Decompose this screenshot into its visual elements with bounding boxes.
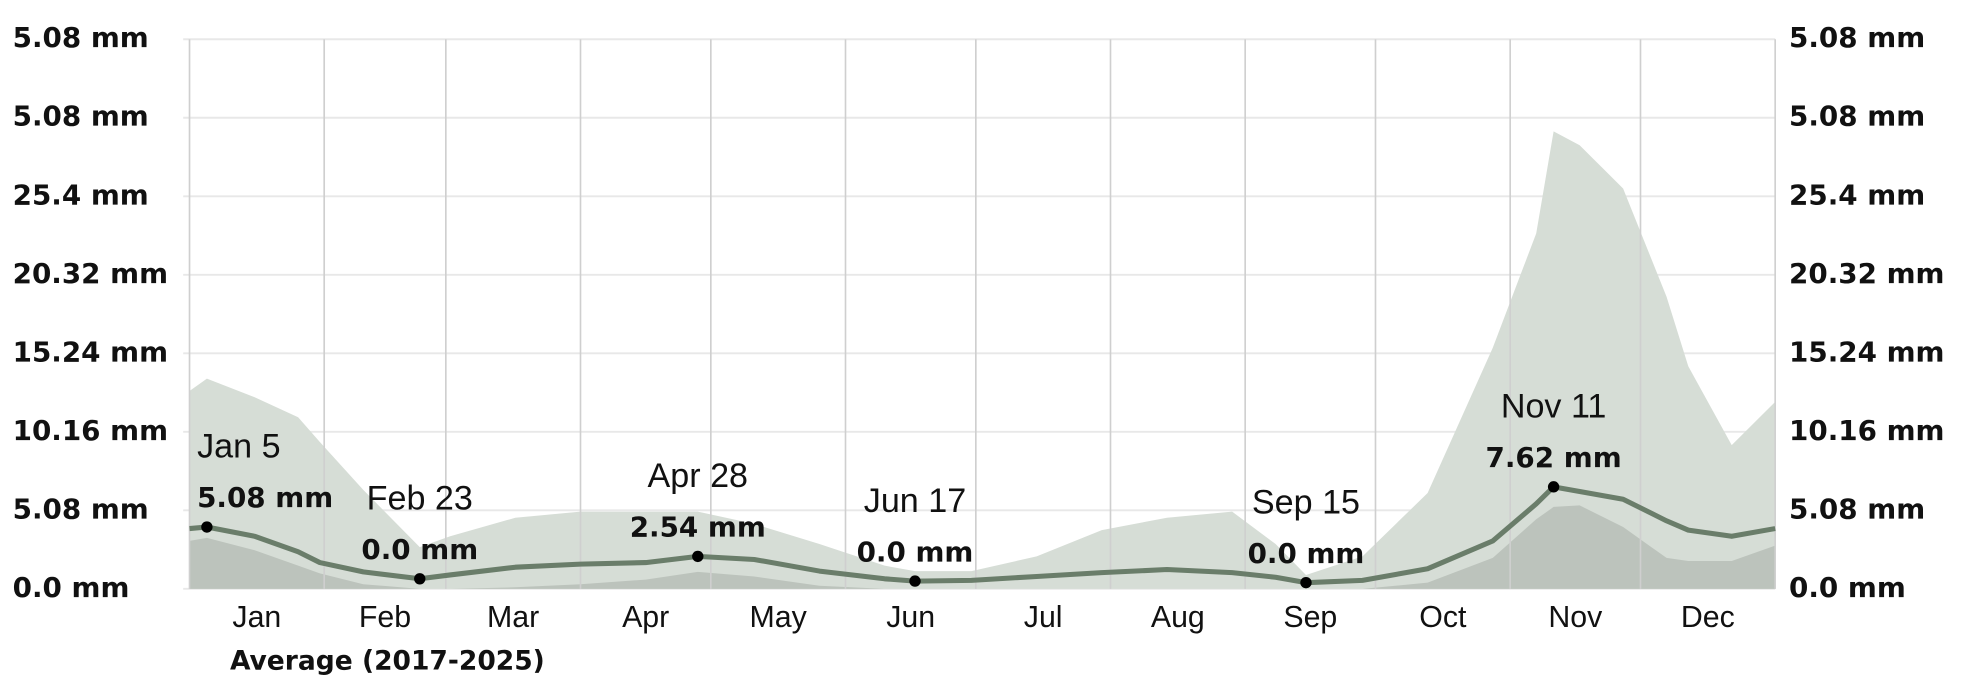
annotation-value: 0.0 mm xyxy=(857,535,974,568)
x-tick-label: Sep xyxy=(1283,601,1337,634)
annotation-date: Nov 11 xyxy=(1501,388,1607,426)
layer xyxy=(183,38,1776,590)
line xyxy=(189,484,1776,586)
highlight-dot xyxy=(201,521,213,533)
x-tick-label: Jun xyxy=(886,601,935,634)
highlight-dot xyxy=(1300,576,1312,589)
y2-tick-label: 15.24 mm xyxy=(1789,335,1944,368)
annotation-value: 0.0 mm xyxy=(1248,537,1365,570)
x-tick-label: Jan xyxy=(232,601,281,634)
y-tick-label: 5.08 mm xyxy=(13,492,149,525)
x-tick-label: Dec xyxy=(1681,601,1735,634)
x-tick-label: Feb xyxy=(359,601,411,634)
footer: Average (2017-2025) xyxy=(230,646,545,677)
y-tick-label: 15.24 mm xyxy=(13,335,168,368)
area xyxy=(189,505,1776,589)
y2-tick-label: 10.16 mm xyxy=(1789,414,1944,447)
x-tick-label: Jul xyxy=(1024,601,1063,634)
y-tick-label: 20.32 mm xyxy=(13,257,168,290)
annotation-date: Jun 17 xyxy=(864,482,966,520)
annotation-value: 7.62 mm xyxy=(1486,441,1622,474)
highlight-dot xyxy=(909,575,921,587)
highlight-dot xyxy=(692,550,704,563)
y2-tick-label: 5.08 mm xyxy=(1789,492,1925,525)
layer xyxy=(188,39,1776,589)
annotation-date: Sep 15 xyxy=(1252,483,1360,521)
x-tick-label: Nov xyxy=(1548,601,1603,634)
annotation-value: 0.0 mm xyxy=(361,533,478,566)
highlight-dot xyxy=(1547,481,1560,493)
annotation-value: 5.08 mm xyxy=(197,481,333,514)
y2-tick-label: 20.32 mm xyxy=(1789,257,1944,290)
annotation-date: Apr 28 xyxy=(648,457,749,495)
x-tick-label: Aug xyxy=(1151,601,1205,634)
y2-tick-label: 5.08 mm xyxy=(1789,100,1925,133)
y-tick-label: 5.08 mm xyxy=(13,100,149,133)
x-tick-label: Apr xyxy=(622,601,669,634)
y2-tick-label: 25.4 mm xyxy=(1789,178,1925,211)
y-tick-label: 25.4 mm xyxy=(13,178,149,211)
highlight-dot xyxy=(414,573,426,585)
y-tick-label: 0.0 mm xyxy=(13,571,130,604)
annotation-date: Feb 23 xyxy=(367,479,473,517)
y-tick-label: 10.16 mm xyxy=(13,414,168,447)
y2-tick-label: 0.0 mm xyxy=(1789,571,1906,604)
y2-tick-label: 5.08 mm xyxy=(1789,21,1925,54)
layer: 0.0 mm 0.0 mm 5.08 mm 5.08 mm 10.16 mm 10.16 … xyxy=(13,21,1945,634)
annotation-date: Jan 5 xyxy=(197,428,280,466)
y-tick-label: 5.08 mm xyxy=(13,21,149,54)
x-tick-label: Oct xyxy=(1419,601,1467,634)
x-tick-label: May xyxy=(750,601,808,634)
x-tick-label: Mar xyxy=(487,601,539,634)
annotation-value: 2.54 mm xyxy=(630,511,766,544)
